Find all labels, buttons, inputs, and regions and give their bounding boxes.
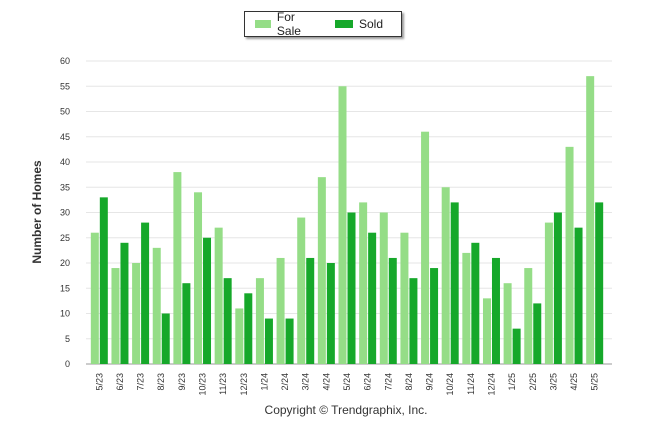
x-tick-label: 5/23 bbox=[94, 373, 104, 391]
bar-sold[interactable] bbox=[430, 268, 439, 364]
bar-sold[interactable] bbox=[285, 318, 294, 364]
y-tick-label: 60 bbox=[60, 56, 70, 66]
chart-legend: For Sale Sold bbox=[244, 10, 402, 38]
y-tick-label: 45 bbox=[60, 132, 70, 142]
x-tick-label: 8/23 bbox=[156, 373, 166, 391]
bar-sold[interactable] bbox=[141, 222, 150, 364]
y-tick-label: 30 bbox=[60, 208, 70, 218]
bar-sold[interactable] bbox=[491, 257, 500, 364]
bar-sold[interactable] bbox=[120, 242, 129, 364]
bar-sold[interactable] bbox=[450, 202, 459, 364]
legend-label-sold: Sold bbox=[358, 17, 383, 31]
y-tick-label: 50 bbox=[60, 107, 70, 117]
bar-for-sale[interactable] bbox=[359, 202, 368, 364]
bar-sold[interactable] bbox=[182, 283, 191, 364]
legend-swatch-sold bbox=[334, 20, 353, 28]
x-tick-label: 1/24 bbox=[259, 373, 269, 391]
bar-for-sale[interactable] bbox=[338, 86, 347, 364]
y-tick-label: 0 bbox=[65, 359, 70, 369]
bar-sold[interactable] bbox=[368, 232, 377, 364]
y-tick-label: 15 bbox=[60, 283, 70, 293]
bar-for-sale[interactable] bbox=[297, 217, 306, 364]
bar-for-sale[interactable] bbox=[173, 172, 182, 364]
bar-sold[interactable] bbox=[347, 212, 356, 365]
bar-sold[interactable] bbox=[574, 227, 583, 364]
bar-sold[interactable] bbox=[512, 328, 521, 364]
bar-for-sale[interactable] bbox=[276, 257, 285, 364]
bar-for-sale[interactable] bbox=[524, 268, 533, 364]
bar-for-sale[interactable] bbox=[111, 268, 120, 364]
x-tick-label: 7/23 bbox=[136, 373, 146, 391]
legend-label-for-sale: For Sale bbox=[276, 10, 301, 38]
bar-sold[interactable] bbox=[533, 303, 542, 364]
bar-sold[interactable] bbox=[244, 293, 253, 364]
x-tick-label: 3/24 bbox=[301, 373, 311, 391]
bar-for-sale[interactable] bbox=[503, 283, 512, 364]
bar-sold[interactable] bbox=[264, 318, 273, 364]
bar-for-sale[interactable] bbox=[400, 232, 409, 364]
bar-sold[interactable] bbox=[388, 257, 397, 364]
copyright-text: Copyright © Trendgraphix, Inc. bbox=[264, 403, 428, 417]
bar-for-sale[interactable] bbox=[235, 308, 244, 364]
legend-item-for-sale[interactable]: For Sale bbox=[255, 10, 317, 38]
x-tick-label: 11/23 bbox=[218, 373, 228, 395]
y-tick-label: 55 bbox=[60, 81, 70, 91]
x-tick-label: 7/24 bbox=[383, 373, 393, 391]
bar-for-sale[interactable] bbox=[90, 232, 99, 364]
x-tick-label: 9/24 bbox=[425, 373, 435, 391]
x-tick-label: 6/24 bbox=[363, 373, 373, 391]
y-tick-label: 25 bbox=[60, 233, 70, 243]
y-tick-label: 5 bbox=[65, 334, 70, 344]
y-tick-label: 20 bbox=[60, 258, 70, 268]
bar-for-sale[interactable] bbox=[132, 263, 141, 364]
bar-sold[interactable] bbox=[223, 278, 232, 364]
x-tick-label: 3/25 bbox=[548, 373, 558, 391]
bar-for-sale[interactable] bbox=[379, 212, 388, 365]
bar-sold[interactable] bbox=[306, 257, 315, 364]
bar-for-sale[interactable] bbox=[194, 192, 203, 364]
x-tick-label: 6/23 bbox=[115, 373, 125, 391]
x-tick-label: 9/23 bbox=[177, 373, 187, 391]
bar-sold[interactable] bbox=[595, 202, 604, 364]
bar-for-sale[interactable] bbox=[255, 278, 264, 364]
bar-for-sale[interactable] bbox=[565, 146, 574, 364]
x-tick-label: 2/25 bbox=[528, 373, 538, 391]
bar-sold[interactable] bbox=[553, 212, 562, 365]
x-tick-label: 5/25 bbox=[590, 373, 600, 391]
x-tick-label: 10/23 bbox=[198, 373, 208, 396]
y-tick-label: 40 bbox=[60, 157, 70, 167]
x-tick-label: 11/24 bbox=[466, 373, 476, 395]
bar-for-sale[interactable] bbox=[544, 222, 553, 364]
x-tick-label: 1/25 bbox=[507, 373, 517, 391]
x-tick-label: 12/24 bbox=[486, 373, 496, 396]
bar-sold[interactable] bbox=[203, 237, 212, 364]
bar-sold[interactable] bbox=[326, 263, 335, 364]
x-tick-label: 8/24 bbox=[404, 373, 414, 391]
legend-swatch-for-sale bbox=[255, 20, 271, 28]
x-tick-label: 12/23 bbox=[239, 373, 249, 396]
bar-sold[interactable] bbox=[471, 242, 480, 364]
x-tick-label: 2/24 bbox=[280, 373, 290, 391]
bar-for-sale[interactable] bbox=[152, 247, 161, 364]
bar-for-sale[interactable] bbox=[482, 298, 491, 364]
x-tick-label: 5/24 bbox=[342, 373, 352, 391]
x-tick-label: 10/24 bbox=[445, 373, 455, 396]
bar-for-sale[interactable] bbox=[586, 76, 595, 365]
x-tick-label: 4/25 bbox=[569, 373, 579, 391]
bar-sold[interactable] bbox=[161, 313, 170, 365]
y-tick-label: 35 bbox=[60, 182, 70, 192]
bar-for-sale[interactable] bbox=[441, 187, 450, 364]
legend-item-sold[interactable]: Sold bbox=[334, 17, 383, 31]
bar-for-sale[interactable] bbox=[421, 131, 430, 364]
bar-for-sale[interactable] bbox=[462, 252, 471, 364]
bar-sold[interactable] bbox=[409, 278, 418, 364]
bar-for-sale[interactable] bbox=[214, 227, 223, 364]
bar-sold[interactable] bbox=[99, 197, 108, 364]
y-tick-label: 10 bbox=[60, 309, 70, 319]
x-tick-label: 4/24 bbox=[321, 373, 331, 391]
bar-for-sale[interactable] bbox=[317, 177, 326, 364]
